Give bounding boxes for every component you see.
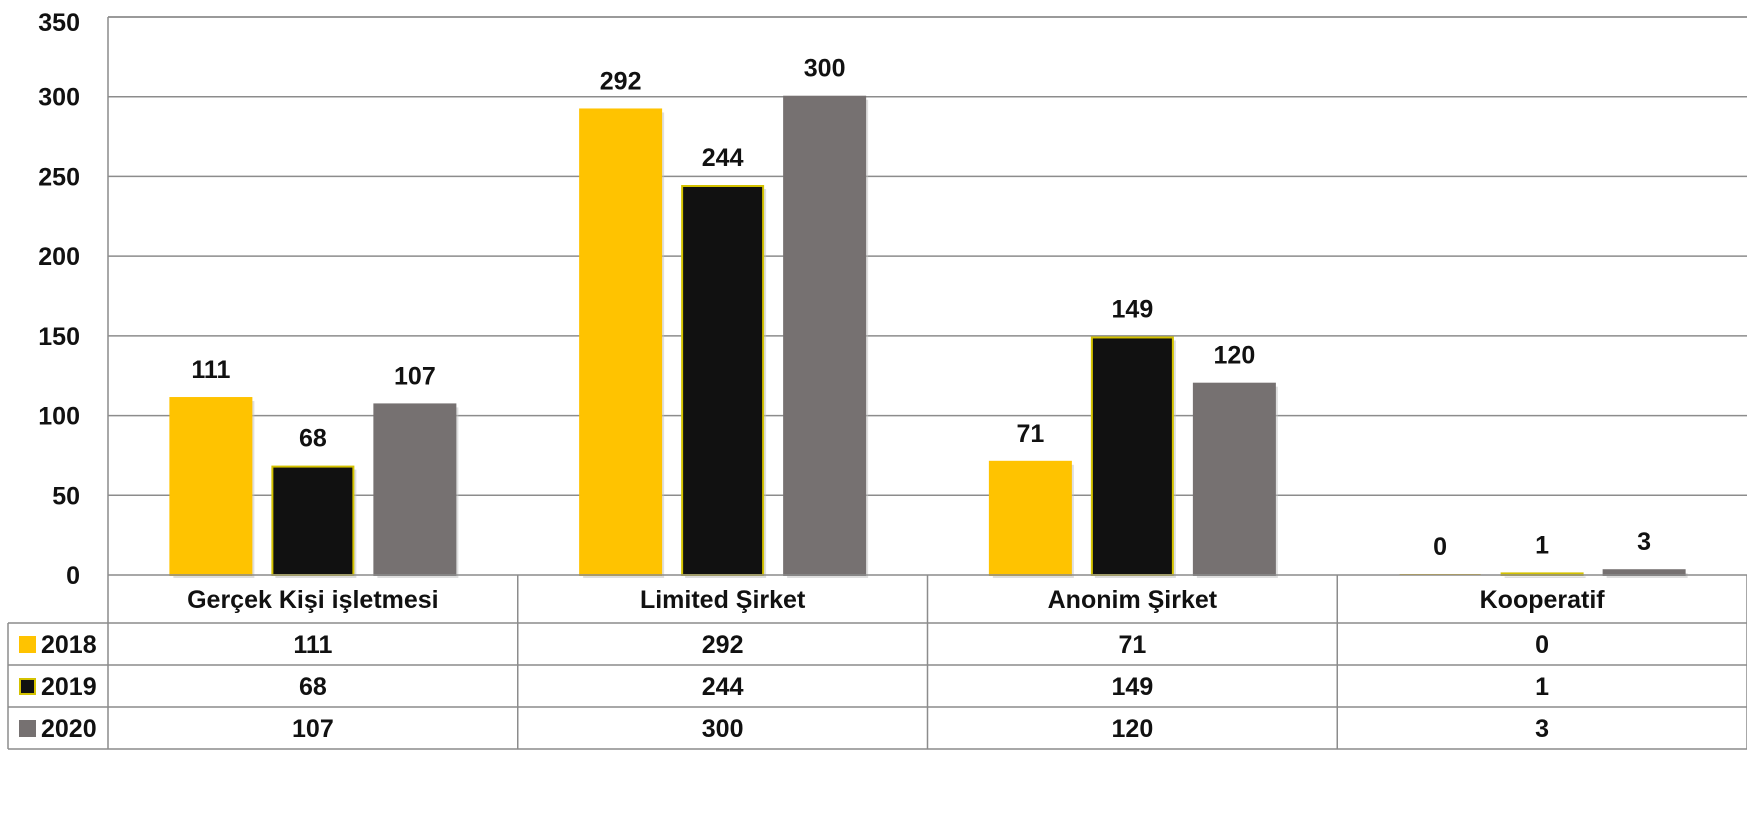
bar-2018-0 [169, 397, 253, 576]
legend-key-2018 [19, 636, 36, 653]
data-label: 71 [1016, 420, 1044, 448]
bar-shadow [1504, 576, 1586, 578]
table-cell: 292 [702, 631, 744, 659]
y-axis: 0 50 100 150 200 250 300 350 [38, 9, 109, 590]
data-label: 68 [299, 425, 327, 453]
bar-2019-0 [271, 465, 355, 576]
legend-key-2020 [19, 720, 36, 737]
data-label: 1 [1535, 531, 1549, 559]
table-cell: 244 [702, 673, 744, 701]
category-label: Anonim Şirket [1048, 586, 1218, 614]
y-tick-label: 250 [38, 163, 80, 191]
y-tick-label: 0 [66, 562, 80, 590]
table-cell: 1 [1535, 673, 1549, 701]
table-cell: 149 [1112, 673, 1154, 701]
table-cell: 107 [292, 715, 334, 743]
data-label: 149 [1112, 295, 1154, 323]
category-label: Limited Şirket [640, 586, 806, 614]
table-cell: 3 [1535, 715, 1549, 743]
table-cell: 0 [1535, 631, 1549, 659]
bar-2019-2 [1090, 336, 1174, 576]
data-label: 300 [804, 55, 846, 83]
y-tick-label: 100 [38, 403, 80, 431]
bar-2018-2 [988, 460, 1072, 577]
data-label: 3 [1637, 528, 1651, 556]
bar-2020-0 [373, 403, 457, 577]
bar-2020-2 [1192, 382, 1276, 576]
y-tick-label: 300 [38, 84, 80, 112]
data-label: 244 [702, 144, 744, 172]
table-cell: 111 [293, 631, 332, 659]
data-label: 111 [191, 356, 230, 384]
bar-2019-1 [681, 184, 765, 576]
y-tick-label: 200 [38, 243, 80, 271]
y-tick-label: 50 [52, 482, 80, 510]
bars [169, 95, 1688, 579]
data-labels: 111 292 71 0 68 244 149 1 107 300 120 3 [191, 55, 1651, 561]
category-label: Gerçek Kişi işletmesi [187, 586, 439, 614]
y-tick-label: 350 [38, 9, 80, 37]
data-table: Gerçek Kişi işletmesi Limited Şirket Anoni… [7, 574, 1747, 750]
data-label: 107 [394, 362, 436, 390]
table-cell: 71 [1118, 631, 1146, 659]
category-label: Kooperatif [1480, 586, 1606, 614]
y-tick-label: 150 [38, 323, 80, 351]
legend-label: 2018 [41, 631, 97, 659]
gridlines [108, 16, 1747, 497]
table-cell: 120 [1112, 715, 1154, 743]
legend-key-2019 [19, 678, 36, 695]
legend-label: 2019 [41, 673, 97, 701]
data-label: 0 [1433, 533, 1447, 561]
bar-2018-1 [579, 108, 663, 577]
legend-label: 2020 [41, 715, 97, 743]
data-label: 120 [1214, 342, 1256, 370]
bar-2020-1 [783, 95, 867, 576]
table-cell: 300 [702, 715, 744, 743]
data-label: 292 [600, 67, 642, 95]
table-cell: 68 [299, 673, 327, 701]
